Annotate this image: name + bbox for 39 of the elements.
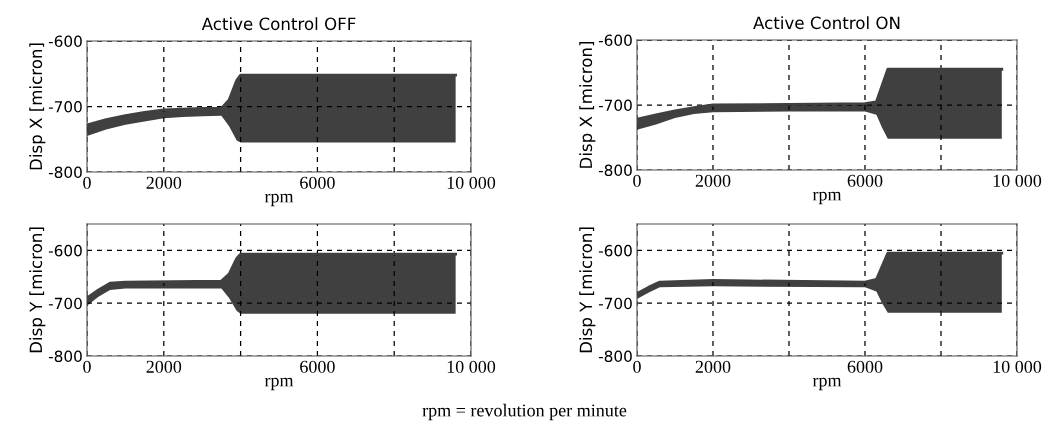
y-tick-label: -600: [598, 34, 632, 47]
y-tick-label: -700: [48, 297, 82, 310]
x-tick-label: 10 000: [447, 360, 496, 373]
x-axis-title: rpm: [264, 193, 294, 207]
y-tick-label: -800: [598, 164, 632, 177]
y-tick-label: -600: [48, 244, 82, 257]
text: rpm = revolution per minute: [422, 403, 627, 421]
chart-title: Active Control ON: [753, 16, 900, 30]
x-axis-title: rpm: [264, 377, 294, 391]
y-tick-label: -600: [598, 244, 632, 257]
x-tick-label: 6000: [847, 360, 883, 373]
x-axis-title: rpm: [812, 377, 842, 391]
x-tick-label: 10 000: [993, 174, 1042, 187]
chart-title: Active Control OFF: [201, 17, 356, 31]
y-axis-title: Disp X [micron]: [29, 43, 46, 170]
x-tick-label: 2000: [146, 360, 182, 373]
y-tick-label: -700: [598, 99, 632, 112]
y-tick-label: -700: [598, 297, 632, 310]
y-axis-title: Disp Y [micron]: [29, 227, 46, 353]
x-tick-label: 6000: [847, 174, 883, 187]
x-tick-label: 6000: [300, 176, 335, 189]
x-tick-label: 10 000: [993, 360, 1042, 373]
x-tick-label: 6000: [300, 360, 335, 373]
x-tick-label: 0: [83, 360, 91, 373]
x-tick-label: 2000: [695, 360, 731, 373]
x-axis-title: rpm: [812, 191, 842, 205]
y-tick-label: -600: [48, 35, 82, 48]
y-tick-label: -700: [48, 100, 82, 113]
y-tick-label: -800: [48, 350, 82, 363]
y-axis-title: Disp X [micron]: [579, 41, 596, 168]
x-tick-label: 0: [83, 176, 91, 189]
x-tick-label: 10 000: [447, 176, 496, 189]
y-axis-title: Disp Y [micron]: [579, 227, 596, 353]
x-tick-label: 2000: [146, 176, 182, 189]
y-tick-label: -800: [598, 350, 632, 363]
y-tick-label: -800: [48, 166, 82, 179]
x-tick-label: 0: [633, 360, 641, 373]
x-tick-label: 0: [633, 174, 641, 187]
x-tick-label: 2000: [695, 174, 731, 187]
